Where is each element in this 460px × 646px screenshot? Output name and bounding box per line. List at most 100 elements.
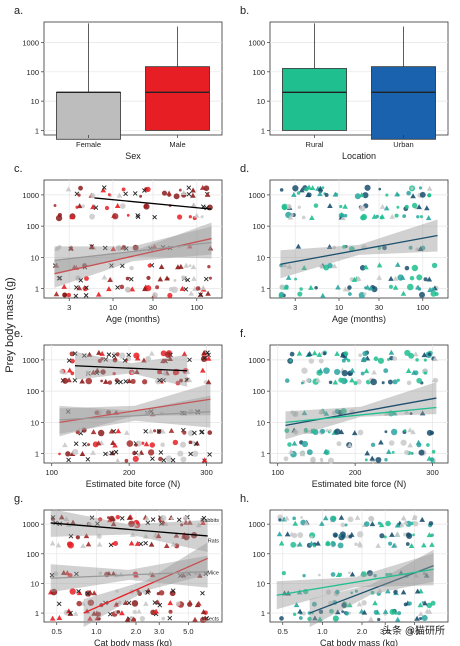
data-point-triangle [385, 588, 391, 594]
data-point-triangle [94, 615, 101, 621]
regression-line [50, 522, 208, 537]
data-point-triangle [160, 428, 166, 434]
confidence-band [50, 508, 208, 552]
x-tick-label: 5.0 [409, 627, 419, 636]
data-point-circle [416, 377, 422, 384]
data-point-triangle [79, 378, 85, 384]
box-urban [371, 66, 436, 140]
data-point-circle [279, 284, 285, 290]
data-point-cross [73, 293, 79, 299]
data-point-cross [128, 276, 134, 282]
data-point-triangle [192, 616, 198, 622]
data-point-triangle [414, 588, 421, 594]
x-tick-label: 10 [109, 303, 117, 312]
data-point-triangle [382, 608, 389, 614]
data-point-triangle [64, 570, 71, 576]
data-point-cross [199, 429, 205, 435]
data-point-circle [301, 611, 306, 616]
data-point-triangle [96, 349, 102, 355]
data-points [47, 514, 209, 623]
data-point-cross [85, 457, 91, 462]
panel-label: d. [240, 163, 249, 175]
data-point-circle [404, 265, 410, 271]
data-point-triangle [83, 533, 90, 539]
data-point-triangle [114, 457, 121, 463]
data-point-circle [130, 378, 136, 384]
data-point-circle [115, 602, 119, 606]
data-point-triangle [415, 439, 422, 445]
data-point-cross [170, 457, 176, 463]
data-point-triangle [414, 615, 420, 621]
data-point-circle [354, 589, 358, 593]
data-point-circle [318, 609, 324, 614]
data-point-circle [137, 591, 142, 596]
data-point-circle [385, 520, 391, 527]
x-tick-label: 200 [123, 468, 136, 477]
data-point-triangle [184, 369, 191, 375]
panel-label: f. [240, 328, 246, 340]
data-point-triangle [423, 572, 430, 578]
data-point-circle [297, 291, 303, 297]
data-point-circle [131, 600, 139, 607]
data-point-cross [74, 285, 79, 290]
data-point-circle [279, 188, 284, 192]
data-point-circle [50, 588, 58, 596]
data-point-triangle [421, 352, 428, 358]
data-point-cross [161, 377, 166, 383]
data-point-circle [413, 370, 419, 376]
data-point-circle [328, 380, 333, 385]
data-point-circle [375, 456, 382, 463]
data-point-triangle [69, 214, 76, 220]
data-point-circle [341, 358, 346, 363]
data-point-triangle [306, 184, 312, 190]
y-tick-label: 1000 [22, 38, 39, 47]
data-point-circle [410, 186, 414, 190]
data-point-triangle [288, 448, 294, 454]
data-point-triangle [315, 377, 321, 383]
data-point-circle [418, 449, 425, 456]
panel-label: c. [14, 163, 23, 175]
data-point-cross [123, 379, 129, 384]
x-axis-label: Sex [125, 151, 141, 161]
data-point-triangle [303, 520, 310, 526]
data-point-triangle [375, 542, 381, 548]
data-point-circle [121, 187, 126, 192]
data-point-circle [339, 531, 346, 538]
x-axis-label: Estimated bite force (N) [312, 479, 407, 489]
data-point-triangle [407, 427, 413, 433]
regression-line [94, 197, 212, 210]
data-point-triangle [201, 349, 207, 355]
data-point-circle [208, 276, 212, 280]
data-point-triangle [349, 367, 356, 373]
data-point-cross [123, 246, 129, 251]
data-point-triangle [175, 264, 181, 270]
data-point-triangle [141, 357, 147, 363]
data-point-circle [292, 185, 299, 192]
data-point-circle [112, 351, 116, 355]
data-point-triangle [410, 429, 416, 435]
data-point-circle [389, 608, 396, 615]
data-point-circle [377, 246, 381, 250]
data-point-cross [186, 185, 192, 190]
data-point-circle [334, 368, 341, 376]
data-point-cross [68, 610, 73, 616]
data-point-triangle [388, 275, 394, 281]
data-point-circle [145, 357, 150, 362]
data-point-circle [360, 571, 367, 578]
data-point-circle [407, 601, 412, 606]
data-point-circle [340, 408, 347, 415]
data-point-circle [406, 532, 413, 539]
data-point-circle [403, 429, 407, 432]
confidence-band [54, 222, 212, 288]
data-point-circle [358, 353, 363, 358]
data-point-triangle [53, 262, 60, 268]
data-point-circle [65, 451, 71, 457]
data-point-circle [87, 599, 95, 606]
data-point-circle [160, 442, 165, 448]
data-point-triangle [110, 570, 117, 576]
data-point-triangle [334, 609, 341, 615]
data-point-circle [141, 441, 145, 445]
data-point-circle [124, 286, 131, 293]
data-point-triangle [130, 616, 137, 622]
data-point-triangle [425, 215, 432, 221]
